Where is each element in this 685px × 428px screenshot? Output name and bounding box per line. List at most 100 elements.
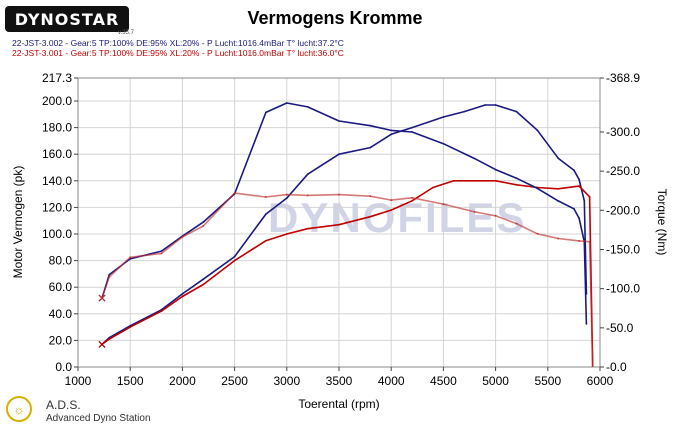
data-point	[285, 197, 288, 200]
data-point	[202, 221, 205, 224]
data-point	[536, 187, 539, 190]
data-point	[557, 157, 560, 160]
data-point	[306, 194, 309, 197]
data-point	[181, 293, 184, 295]
x-tick-label: 3500	[326, 374, 353, 388]
y-axis-right: -0.0 -50.0 -100.0 -150.0 -200.0 -250.0 -300.0 -…	[600, 71, 640, 374]
data-point	[129, 256, 132, 259]
x-tick-label: 5500	[534, 374, 561, 388]
data-point	[578, 240, 580, 242]
y-left-tick-label: 200.0	[42, 94, 72, 108]
watermark: DYNOFILES	[268, 194, 526, 241]
x-tick-label: 4000	[378, 374, 405, 388]
data-point	[265, 111, 267, 114]
y-left-tick-label: 180.0	[42, 121, 72, 135]
data-point	[338, 120, 340, 122]
data-point	[265, 196, 267, 198]
data-point	[390, 199, 393, 202]
data-point	[265, 213, 267, 216]
logo-version: v.35.7	[118, 30, 134, 36]
data-point	[338, 223, 340, 226]
data-point	[411, 196, 413, 199]
data-point	[390, 209, 393, 212]
y-axis-left: 0.0 20.0 40.0 60.0 80.0 100.0 120.0 140.0 160.0 1…	[42, 71, 78, 374]
data-point	[108, 338, 111, 340]
y-left-tick-label: 60.0	[49, 280, 73, 294]
data-point	[181, 236, 184, 238]
x-axis-title: Toerental (rpm)	[298, 397, 379, 411]
data-point	[442, 142, 445, 145]
y-left-tick-label: 80.0	[49, 254, 73, 268]
data-point	[557, 237, 560, 240]
data-point	[285, 102, 288, 104]
y-left-tick-label: 0.0	[55, 360, 72, 374]
data-point	[233, 192, 236, 195]
data-point	[473, 157, 476, 160]
data-point	[536, 232, 539, 235]
data-point	[369, 124, 372, 127]
data-point	[101, 297, 103, 299]
data-point	[129, 326, 132, 328]
y-left-tick-label: 100.0	[42, 227, 72, 241]
data-point	[515, 110, 518, 113]
data-point	[557, 200, 560, 202]
data-point	[442, 116, 445, 118]
data-point	[578, 217, 580, 220]
y-right-tick-label: -368.9	[606, 71, 640, 85]
data-point	[411, 131, 413, 133]
y-left-tick-label: 217.3	[42, 71, 72, 85]
data-point	[432, 186, 434, 189]
chart-title: Vermogens Kromme	[247, 8, 423, 28]
data-point	[306, 227, 309, 230]
y-left-tick-label: 120.0	[42, 200, 72, 214]
x-tick-label: 5000	[482, 374, 509, 388]
x-tick-label: 6000	[587, 374, 614, 388]
data-point	[390, 133, 393, 136]
x-tick-label: 4500	[430, 374, 457, 388]
y-right-tick-label: -50.0	[606, 321, 634, 335]
data-point	[369, 146, 372, 149]
y-right-tick-label: -150.0	[606, 242, 640, 256]
x-tick-label: 1500	[117, 374, 144, 388]
run-info-2: 22-JST-3.001 - Gear:5 TP:100% DE:95% XL:…	[12, 48, 344, 58]
data-point	[233, 255, 236, 258]
data-point	[108, 273, 111, 276]
y-left-tick-label: 140.0	[42, 174, 72, 188]
data-point	[588, 195, 591, 198]
data-point	[101, 343, 103, 346]
y-right-tick-label: -100.0	[606, 282, 640, 296]
data-point	[573, 207, 575, 210]
data-point	[411, 126, 413, 129]
data-point	[285, 233, 288, 235]
data-point	[452, 179, 455, 182]
y-axis-left-title: Motor Vermogen (pk)	[11, 166, 25, 279]
y-right-tick-label: -0.0	[606, 360, 627, 374]
x-tick-label: 3000	[273, 374, 300, 388]
ads-name: A.D.S.	[46, 398, 81, 412]
x-tick-label: 2500	[221, 374, 248, 388]
data-point	[588, 240, 591, 243]
data-point	[578, 178, 580, 181]
ads-subtitle: Advanced Dyno Station	[46, 413, 151, 424]
data-point	[338, 153, 340, 156]
data-point	[202, 278, 205, 281]
data-point	[578, 185, 580, 188]
data-point	[484, 104, 487, 106]
data-point	[233, 259, 236, 262]
dynostar-logo: DYNOSTAR	[5, 6, 129, 32]
data-point	[573, 169, 575, 172]
ads-logo-icon: ☼	[6, 396, 32, 422]
y-axis-right-title: Torque (Nm)	[655, 189, 669, 256]
data-point	[494, 214, 497, 217]
data-point	[583, 199, 586, 202]
x-axis: 1000 1500 2000 2500 3000 3500 4000 4500 5000 5500…	[65, 367, 614, 388]
data-point	[515, 222, 518, 225]
series-torque-run1	[101, 102, 588, 324]
data-point	[181, 295, 184, 298]
y-right-tick-label: -200.0	[606, 203, 640, 217]
data-point	[202, 225, 205, 227]
x-tick-label: 1000	[65, 374, 92, 388]
y-left-tick-label: 160.0	[42, 147, 72, 161]
series-group	[98, 102, 594, 367]
